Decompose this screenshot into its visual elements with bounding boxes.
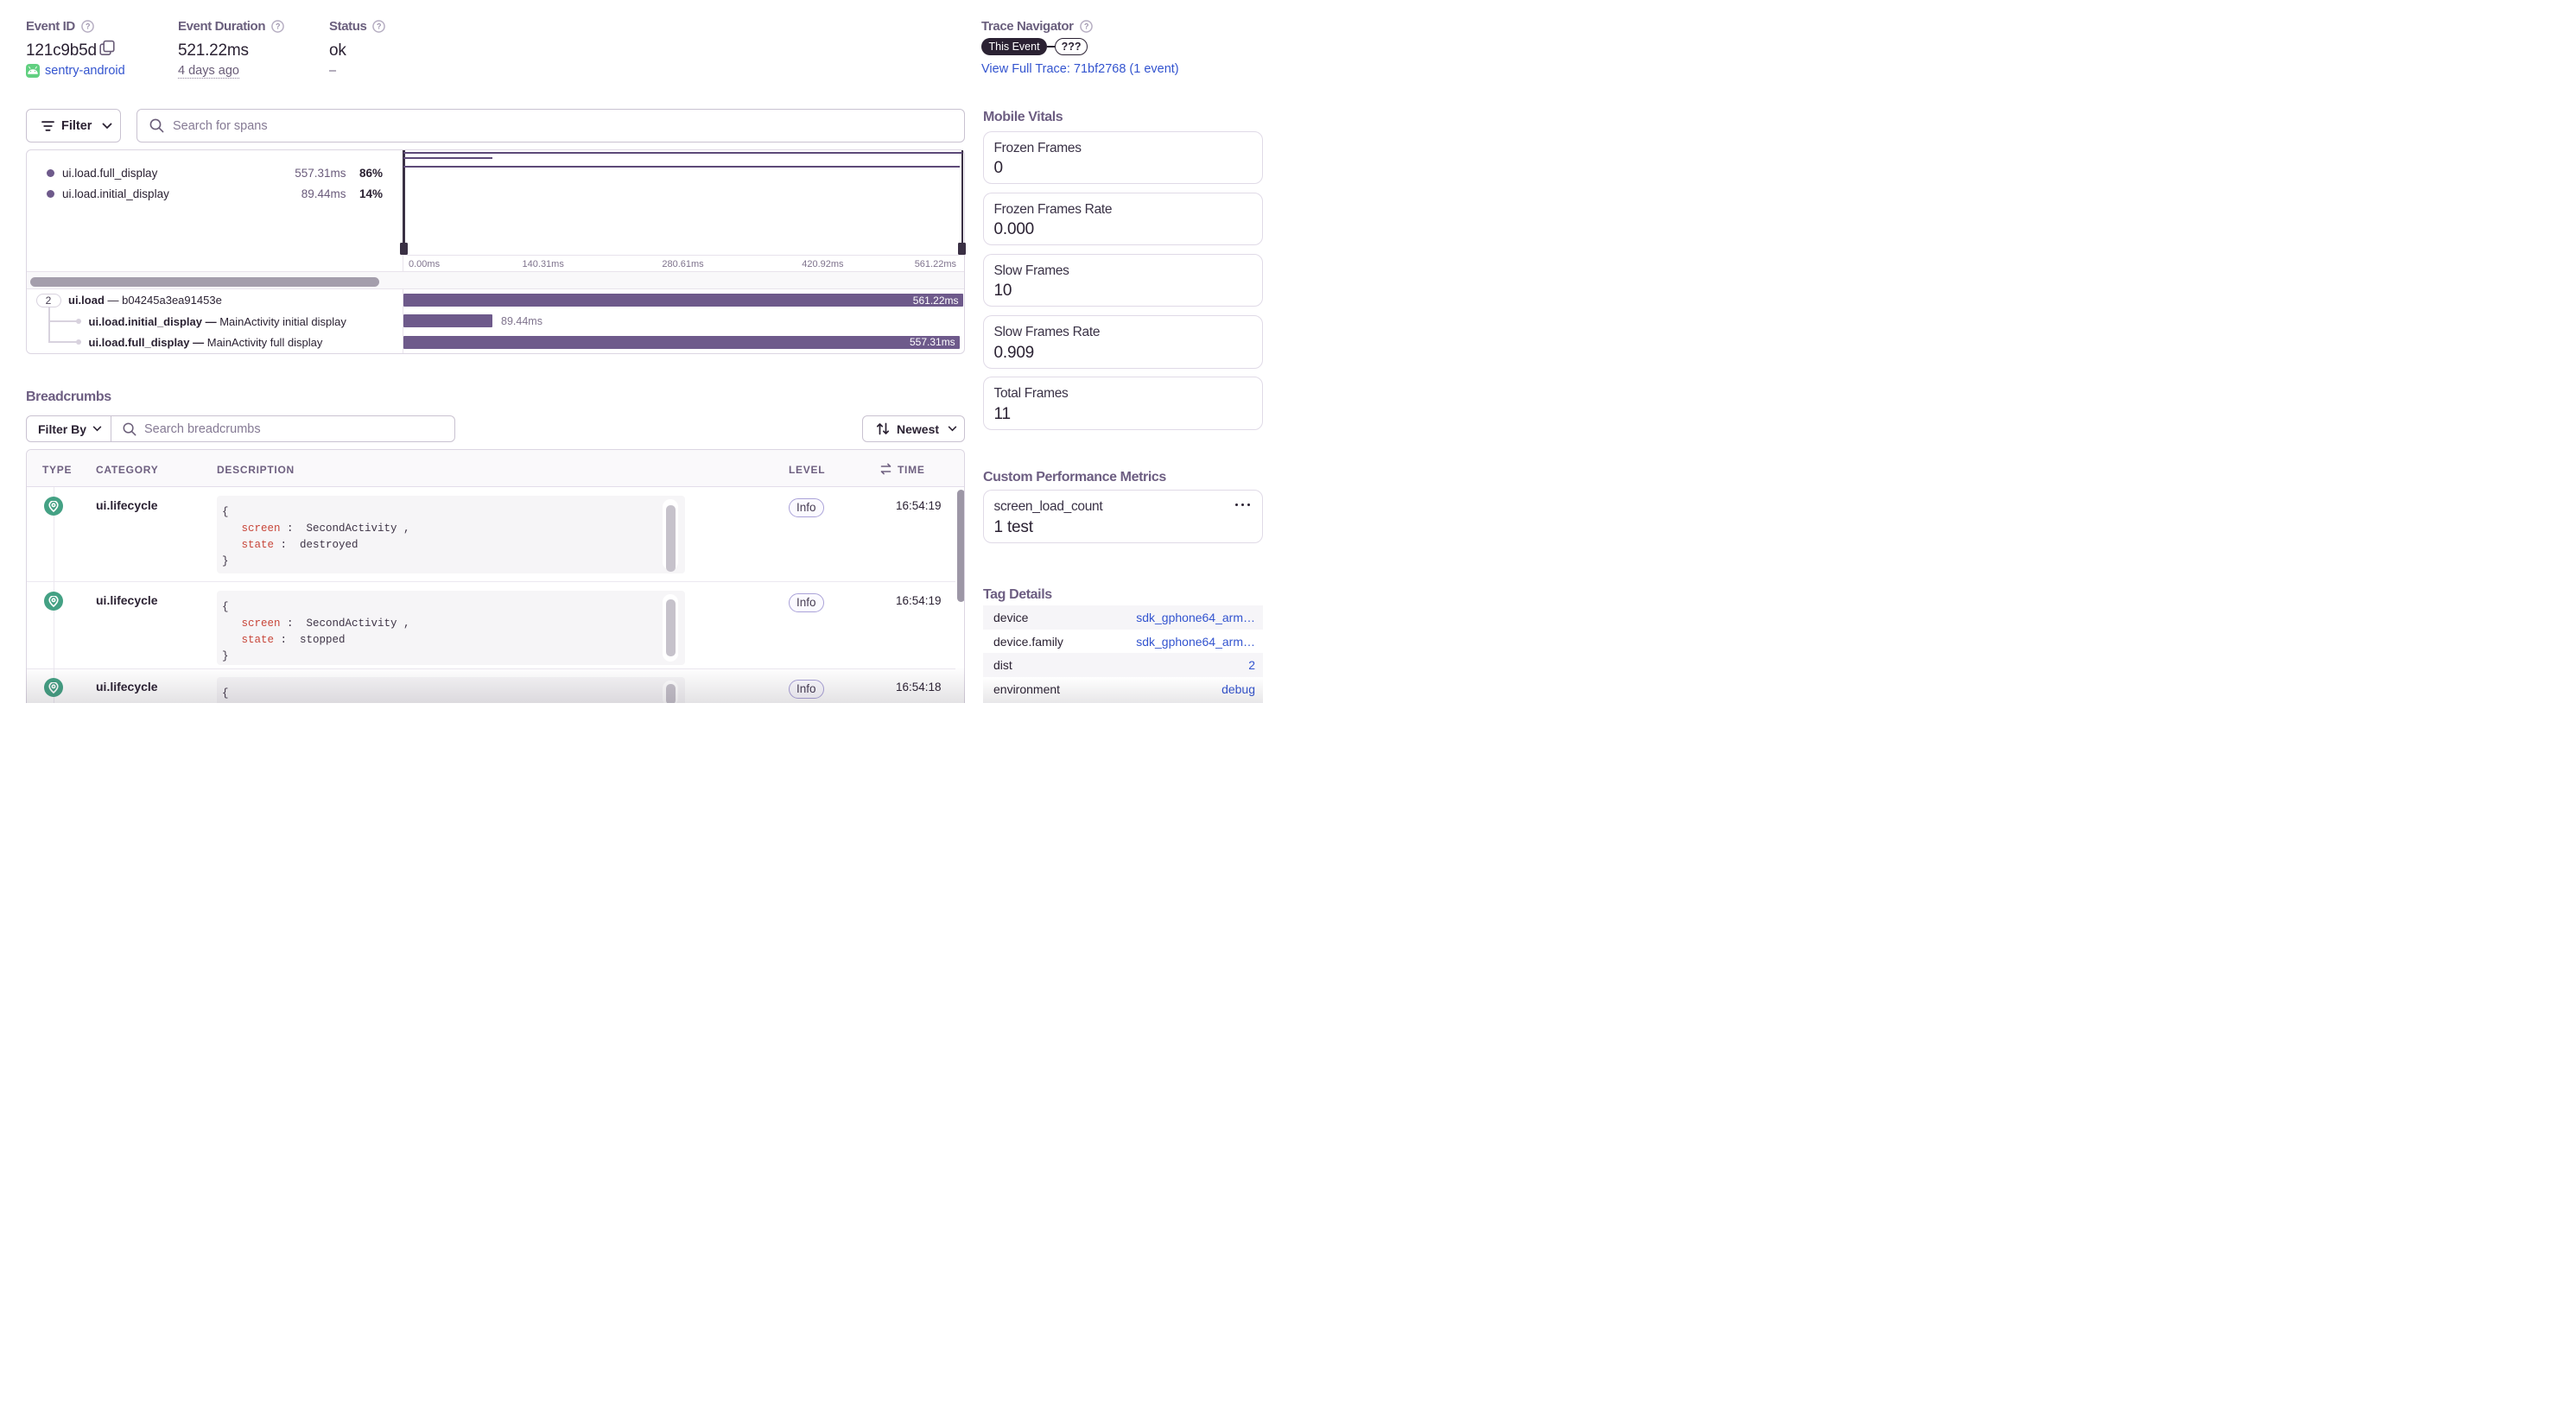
svg-text:?: ?	[377, 22, 381, 31]
svg-text:?: ?	[86, 22, 90, 31]
svg-text:?: ?	[276, 22, 280, 31]
svg-text:?: ?	[1084, 22, 1088, 31]
